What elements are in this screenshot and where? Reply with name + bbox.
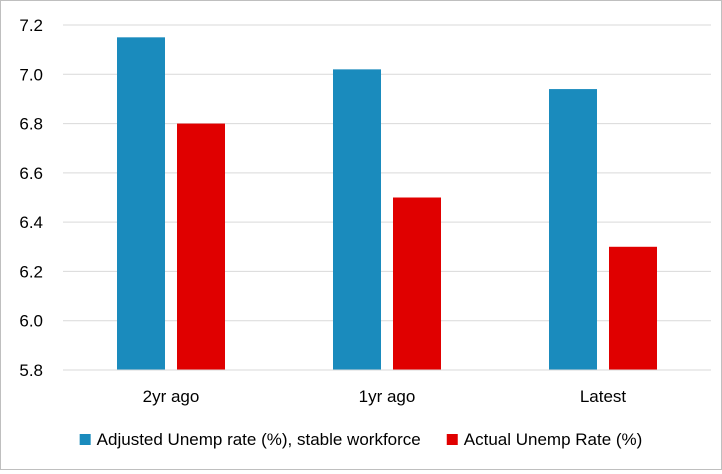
x-category-label: 2yr ago xyxy=(143,387,200,406)
y-tick-label: 6.6 xyxy=(19,164,43,183)
legend-swatch xyxy=(79,434,91,445)
bar-adjusted xyxy=(117,37,165,370)
legend: Adjusted Unemp rate (%), stable workforc… xyxy=(79,430,643,449)
y-tick-label: 6.4 xyxy=(19,213,43,232)
bar-actual xyxy=(609,246,657,370)
x-axis-category-labels: 2yr ago 1yr ago Latest xyxy=(143,387,627,406)
legend-swatch xyxy=(446,434,458,445)
y-tick-label: 6.8 xyxy=(19,115,43,134)
bar-actual xyxy=(393,197,441,370)
legend-label: Actual Unemp Rate (%) xyxy=(464,430,643,449)
gridlines xyxy=(63,24,711,322)
x-category-label: Latest xyxy=(580,387,627,406)
y-tick-label: 5.8 xyxy=(19,361,43,380)
bars xyxy=(117,37,657,371)
legend-label: Adjusted Unemp rate (%), stable workforc… xyxy=(97,430,421,449)
y-tick-label: 7.2 xyxy=(19,16,43,35)
legend-item: Adjusted Unemp rate (%), stable workforc… xyxy=(79,430,421,449)
bar-actual xyxy=(177,123,225,370)
bar-adjusted xyxy=(333,69,381,370)
y-tick-label: 6.2 xyxy=(19,262,43,281)
y-tick-label: 7.0 xyxy=(19,65,43,84)
bar-adjusted xyxy=(549,89,597,371)
x-category-label: 1yr ago xyxy=(359,387,416,406)
legend-item: Actual Unemp Rate (%) xyxy=(446,430,643,449)
y-tick-label: 6.0 xyxy=(19,312,43,331)
y-axis-tick-labels: 5.8 6.0 6.2 6.4 6.6 6.8 7.0 7.2 xyxy=(19,16,43,380)
